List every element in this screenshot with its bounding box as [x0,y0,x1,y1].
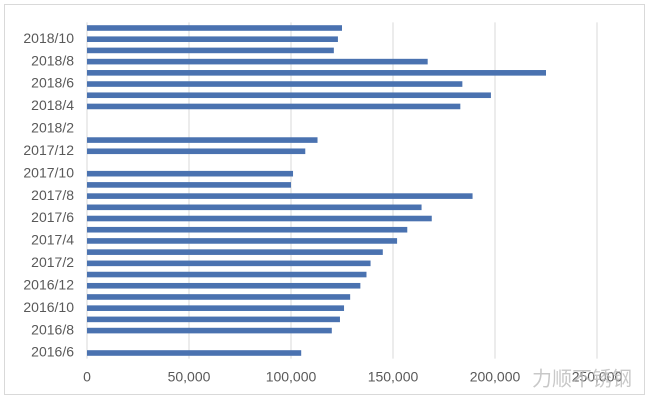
y-tick-label: 2017/10 [23,164,74,180]
bar [87,36,338,43]
bar [87,282,361,289]
y-tick-label: 2016/10 [23,299,74,315]
bar [87,137,318,143]
y-tick-label: 2017/4 [31,232,74,248]
x-tick-label: 150,000 [368,369,419,385]
bar [87,148,306,155]
bar [87,294,351,300]
y-tick-label: 2018/4 [31,97,74,113]
y-tick-label: 2017/8 [31,187,74,203]
x-tick-label: 100,000 [266,369,317,385]
bar [87,204,422,211]
watermark: 力顺不锈钢 [532,367,632,390]
bar [87,25,342,31]
y-tick-label: 2018/6 [31,75,74,91]
bar [87,271,367,278]
bar [87,226,408,233]
y-tick-label: 2018/10 [23,30,74,46]
bar [87,305,345,311]
y-tick-label: 2018/2 [31,120,74,136]
bar [87,47,334,54]
bar [87,193,473,199]
bar [87,350,302,356]
bar [87,58,428,65]
bar [87,249,383,255]
y-tick-label: 2017/12 [23,142,74,158]
bar [87,182,291,188]
x-tick-label: 250,000 [572,369,623,385]
y-tick-label: 2017/2 [31,254,74,270]
bar [87,215,432,222]
bar [87,81,463,87]
bar [87,92,491,99]
bar [87,316,340,323]
bar [87,103,461,110]
x-tick-label: 50,000 [168,369,211,385]
x-tick-label: 0 [83,369,91,385]
y-tick-label: 2016/8 [31,321,74,337]
bar [87,260,371,267]
y-tick-label: 2016/6 [31,344,74,360]
bar [87,170,294,177]
bar [87,70,546,76]
x-tick-label: 200,000 [470,369,521,385]
y-tick-label: 2018/8 [31,52,74,68]
y-tick-label: 2016/12 [23,276,74,292]
y-tick-label: 2017/6 [31,209,74,225]
bar [87,327,332,334]
bar [87,238,398,244]
